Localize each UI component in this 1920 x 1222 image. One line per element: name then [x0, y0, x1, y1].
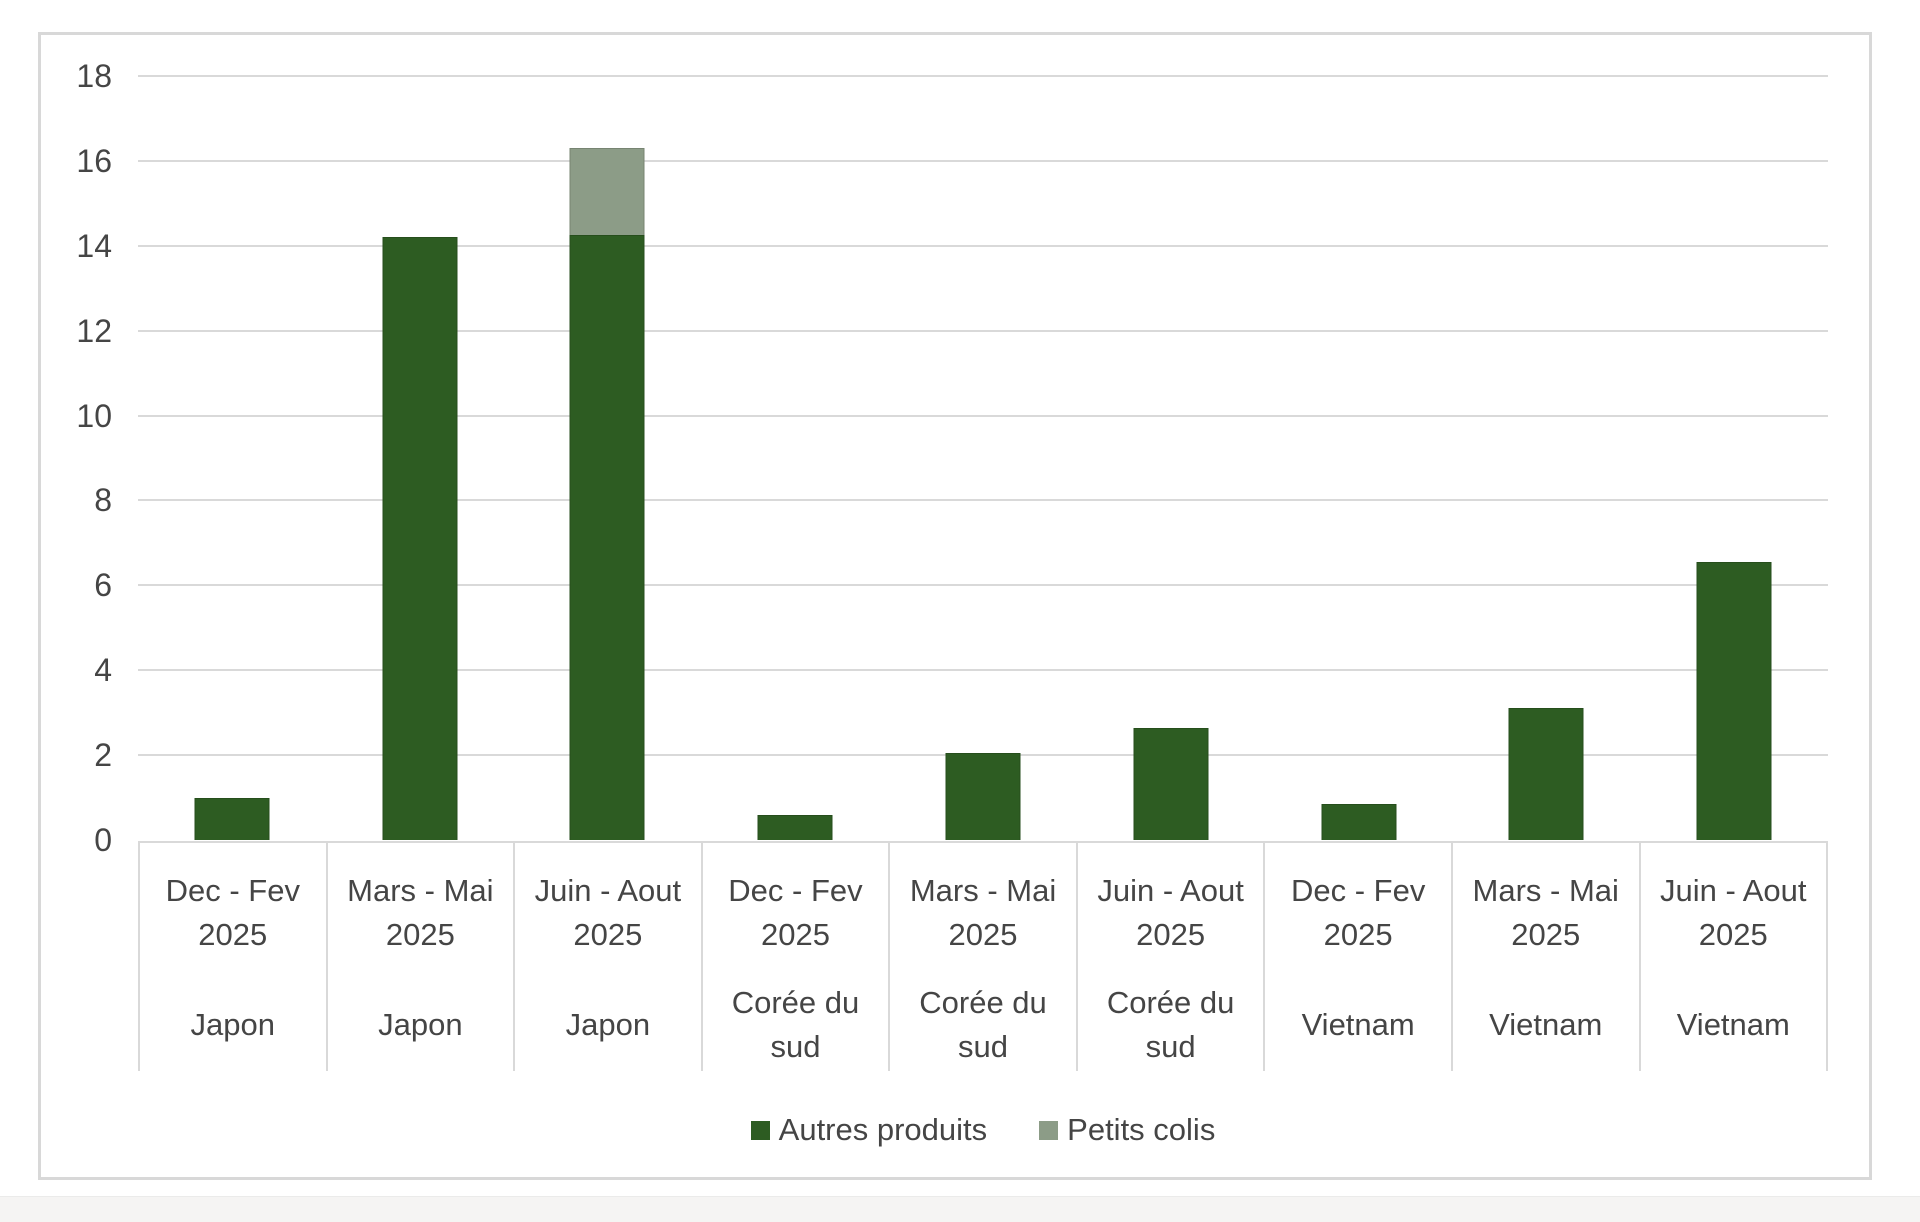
category-cell: Mars - Mai 2025 Corée du sud — [888, 843, 1076, 1071]
category-group-label: Corée du sud — [731, 985, 860, 1064]
category-period-label: Juin - Aout 2025 — [1097, 873, 1244, 952]
y-tick-label: 14 — [76, 227, 112, 264]
bar-slot — [1265, 76, 1453, 840]
bar-stack — [194, 797, 270, 840]
category-cell: Juin - Aout 2025 Corée du sud — [1075, 843, 1264, 1071]
bar-slot — [514, 76, 702, 840]
category-period-label: Mars - Mai 2025 — [909, 873, 1057, 952]
category-group-label: Vietnam — [1301, 1007, 1415, 1042]
category-cell: Juin - Aout 2025 Japon — [513, 843, 701, 1071]
bar-slot — [326, 76, 514, 840]
bar-slots — [138, 76, 1828, 840]
category-group-label: Japon — [378, 1007, 463, 1042]
y-tick-label: 4 — [94, 652, 112, 689]
legend-item-petits-colis[interactable]: Petits colis — [1039, 1112, 1215, 1148]
bar-stack — [1321, 803, 1397, 840]
category-group-label: Corée du sud — [1106, 985, 1235, 1064]
gridline — [138, 414, 1828, 417]
gridline — [138, 584, 1828, 587]
category-period-label: Mars - Mai 2025 — [1472, 873, 1619, 952]
gridline — [138, 244, 1828, 247]
bar-petits-colis[interactable] — [569, 148, 645, 236]
bar-slot — [701, 76, 889, 840]
bar-slot — [138, 76, 326, 840]
category-cell: Mars - Mai 2025 Vietnam — [1450, 843, 1639, 1071]
category-cell: Dec - Fev 2025 Corée du sud — [700, 843, 889, 1071]
legend: Autres produits Petits colis — [138, 1103, 1828, 1157]
category-group-label: Japon — [565, 1007, 651, 1042]
legend-swatch-icon — [1039, 1120, 1059, 1140]
x-axis-labels: Dec - Fev 2025 Japon Mars - Mai 2025 Japon Jui… — [138, 841, 1829, 1071]
y-tick-label: 0 — [94, 822, 112, 858]
category-period-label: Juin - Aout 2025 — [1660, 873, 1807, 952]
bar-stack — [1133, 727, 1209, 840]
y-tick-label: 16 — [76, 142, 112, 179]
category-group-label: Vietnam — [1676, 1007, 1790, 1042]
gridline — [138, 499, 1828, 502]
legend-item-autres-produits[interactable]: Autres produits — [750, 1112, 988, 1148]
bar-slot — [1640, 76, 1828, 840]
category-period-label: Juin - Aout 2025 — [534, 873, 682, 952]
bar-stack — [1696, 562, 1772, 840]
y-axis-tick-labels: 0 2 4 6 8 10 12 14 16 18 — [41, 60, 112, 856]
bar-autres-produits[interactable] — [194, 797, 270, 840]
bar-autres-produits[interactable] — [945, 753, 1021, 840]
category-group-label: Vietnam — [1489, 1007, 1603, 1042]
bar-stack — [1508, 708, 1584, 840]
category-period-label: Dec - Fev 2025 — [1290, 873, 1426, 952]
legend-swatch-icon — [750, 1120, 770, 1140]
legend-label: Autres produits — [778, 1112, 988, 1147]
category-period-label: Mars - Mai 2025 — [347, 873, 494, 952]
legend-label: Petits colis — [1067, 1112, 1216, 1147]
category-period-label: Dec - Fev 2025 — [165, 873, 300, 952]
bar-slot — [889, 76, 1077, 840]
chart-frame-inner: 0 2 4 6 8 10 12 14 16 18 Dec - Fev 2025 Japon Mars -… — [41, 35, 1869, 1177]
bar-stack — [757, 814, 833, 840]
y-tick-label: 10 — [76, 397, 112, 434]
bar-autres-produits[interactable] — [1508, 708, 1584, 840]
y-tick-label: 2 — [94, 737, 112, 774]
plot-area — [138, 75, 1828, 840]
category-cell: Dec - Fev 2025 Vietnam — [1263, 843, 1451, 1071]
y-tick-label: 12 — [76, 312, 112, 349]
bar-slot — [1452, 76, 1640, 840]
category-group-label: Japon — [190, 1007, 276, 1042]
bar-autres-produits[interactable] — [569, 235, 645, 840]
category-group-label: Corée du sud — [919, 985, 1047, 1064]
y-tick-label: 6 — [94, 567, 112, 604]
bar-autres-produits[interactable] — [757, 814, 833, 840]
bar-autres-produits[interactable] — [382, 237, 458, 840]
bar-slot — [1077, 76, 1265, 840]
bar-stack — [945, 753, 1021, 840]
gridline — [138, 159, 1828, 162]
category-period-label: Dec - Fev 2025 — [728, 873, 863, 952]
gridline — [138, 329, 1828, 332]
category-cell: Juin - Aout 2025 Vietnam — [1638, 843, 1829, 1071]
gridline — [138, 75, 1828, 77]
category-cell: Dec - Fev 2025 Japon — [138, 843, 326, 1071]
bar-autres-produits[interactable] — [1696, 562, 1772, 840]
y-tick-label: 8 — [94, 482, 112, 519]
bar-stack — [382, 237, 458, 840]
gridline — [138, 669, 1828, 672]
bar-autres-produits[interactable] — [1321, 803, 1397, 840]
y-tick-label: 18 — [76, 58, 112, 94]
bar-stack — [569, 148, 645, 840]
chart-frame[interactable]: 0 2 4 6 8 10 12 14 16 18 Dec - Fev 2025 Japon Mars -… — [38, 32, 1872, 1180]
bar-autres-produits[interactable] — [1133, 727, 1209, 840]
spreadsheet-edge-strip — [0, 1196, 1920, 1222]
category-cell: Mars - Mai 2025 Japon — [325, 843, 514, 1071]
